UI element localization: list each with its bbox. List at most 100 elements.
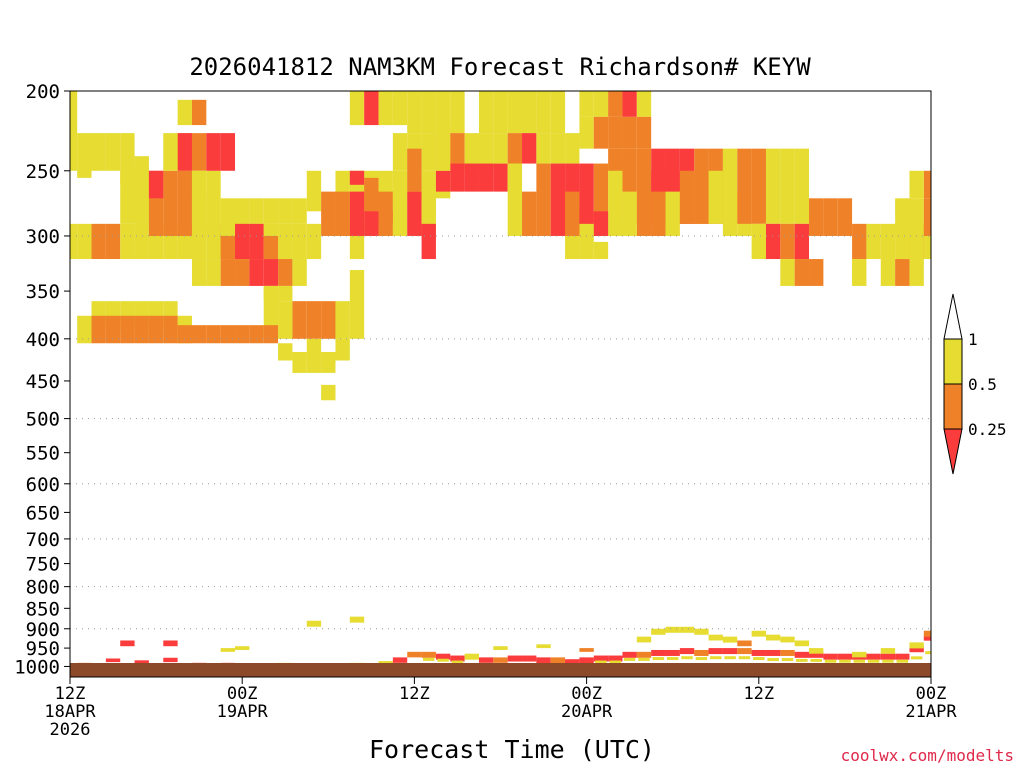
heat-cell bbox=[622, 116, 637, 149]
heat-cell bbox=[608, 655, 623, 662]
heat-cell bbox=[579, 657, 594, 664]
heat-cell bbox=[120, 640, 135, 647]
heat-cell bbox=[522, 655, 537, 662]
heat-cell bbox=[249, 325, 264, 344]
heat-cell bbox=[753, 657, 765, 661]
heat-cell bbox=[765, 649, 781, 656]
heat-cell bbox=[278, 343, 293, 361]
heat-cell bbox=[751, 148, 766, 224]
y-tick-label: 900 bbox=[26, 619, 60, 641]
y-tick-label: 700 bbox=[26, 529, 60, 551]
heat-cell bbox=[665, 626, 680, 633]
heat-cell bbox=[636, 651, 652, 658]
heat-cell bbox=[867, 659, 880, 663]
heat-cell bbox=[507, 133, 523, 164]
heat-cell bbox=[608, 163, 623, 236]
heat-cell bbox=[722, 648, 738, 655]
heat-cell bbox=[206, 170, 221, 236]
heat-cell bbox=[522, 91, 537, 134]
heat-cell bbox=[134, 223, 149, 260]
heat-cell bbox=[895, 198, 910, 236]
heat-cell bbox=[666, 657, 679, 661]
heat-cell bbox=[177, 99, 192, 126]
heat-cell bbox=[923, 630, 931, 637]
heat-cell bbox=[278, 198, 293, 224]
heat-cell bbox=[809, 259, 824, 286]
heat-cell bbox=[809, 648, 824, 654]
heat-cell bbox=[593, 116, 609, 149]
heat-cell bbox=[321, 384, 336, 401]
heat-cell bbox=[679, 626, 695, 633]
heat-cell bbox=[866, 223, 881, 260]
heat-cell bbox=[407, 191, 422, 236]
heat-cell bbox=[493, 163, 508, 192]
chart-title: 2026041812 NAM3KM Forecast Richardson# K… bbox=[189, 53, 811, 81]
heat-cell bbox=[679, 648, 695, 655]
heat-cell bbox=[220, 259, 236, 286]
heat-cell bbox=[550, 133, 566, 164]
heat-cell bbox=[478, 133, 494, 171]
colorbar-label: 1 bbox=[968, 330, 978, 349]
heat-cell bbox=[421, 133, 436, 171]
y-tick-label: 1000 bbox=[14, 656, 60, 678]
heat-cell bbox=[809, 198, 824, 236]
heat-cell bbox=[392, 170, 408, 199]
y-tick-label: 750 bbox=[26, 554, 60, 576]
heat-cell bbox=[681, 656, 693, 660]
heat-cell bbox=[407, 651, 422, 658]
heat-cell bbox=[421, 651, 436, 658]
heat-cell bbox=[810, 658, 822, 662]
heat-cell bbox=[579, 91, 594, 117]
heat-cell bbox=[249, 259, 264, 286]
heat-cell bbox=[737, 640, 752, 647]
heat-cell bbox=[421, 223, 436, 260]
heat-cell bbox=[895, 259, 910, 286]
heat-cell bbox=[235, 223, 250, 260]
heat-cell bbox=[507, 163, 523, 236]
plot-frame bbox=[69, 90, 932, 678]
heat-cell bbox=[378, 91, 393, 126]
heat-cell bbox=[349, 170, 365, 185]
heat-cell bbox=[738, 656, 751, 660]
heat-cell bbox=[679, 170, 695, 224]
heat-cell bbox=[909, 170, 924, 199]
heat-cell bbox=[923, 634, 931, 641]
heat-cell bbox=[206, 325, 221, 344]
heat-cell bbox=[609, 660, 622, 664]
heat-cell bbox=[392, 91, 408, 126]
heat-cell bbox=[91, 223, 106, 260]
heat-cell bbox=[579, 648, 594, 652]
heat-cell bbox=[292, 198, 307, 224]
heat-cell bbox=[910, 656, 923, 660]
heat-cell bbox=[392, 191, 408, 236]
heat-cell bbox=[120, 315, 135, 344]
heat-cell bbox=[177, 325, 192, 344]
heat-cell bbox=[321, 191, 336, 236]
heat-cell bbox=[622, 91, 637, 117]
heat-cell bbox=[263, 198, 279, 224]
heat-cell bbox=[565, 659, 580, 666]
heatmap-cells bbox=[70, 91, 931, 669]
heat-cell bbox=[765, 148, 781, 224]
heat-cell bbox=[120, 223, 135, 260]
heat-cell bbox=[665, 649, 680, 656]
ground-band bbox=[70, 663, 931, 677]
heat-cell bbox=[493, 91, 508, 134]
heat-cell bbox=[651, 649, 666, 656]
heat-cell bbox=[263, 223, 279, 236]
y-tick-label: 850 bbox=[26, 598, 60, 620]
heat-cell bbox=[507, 91, 523, 134]
heat-cell bbox=[235, 325, 250, 344]
heat-cell bbox=[306, 301, 322, 339]
heat-cell bbox=[923, 170, 931, 199]
heat-cell bbox=[708, 170, 723, 224]
heat-cell bbox=[435, 125, 451, 171]
heat-cell bbox=[536, 657, 551, 664]
heat-cell bbox=[77, 133, 92, 178]
x-tick-label: 12Z bbox=[55, 684, 86, 704]
x-tick-label: 12Z bbox=[399, 684, 430, 704]
heat-cell bbox=[177, 133, 192, 171]
heat-cell bbox=[565, 235, 580, 260]
